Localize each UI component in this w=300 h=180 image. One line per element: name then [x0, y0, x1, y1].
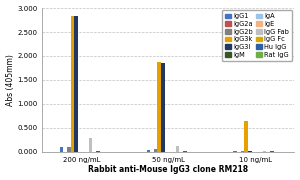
Bar — [89, 138, 92, 152]
X-axis label: Rabbit anti-Mouse IgG3 clone RM218: Rabbit anti-Mouse IgG3 clone RM218 — [88, 165, 248, 174]
Bar — [161, 63, 165, 152]
Bar — [241, 151, 244, 152]
Bar — [74, 16, 78, 152]
Bar — [262, 151, 266, 152]
Legend: IgG1, IgG2a, IgG2b, IgG3k, IgG3l, IgM, IgA, IgE, IgG Fab, IgG Fc, Hu IgG, Rat Ig: IgG1, IgG2a, IgG2b, IgG3k, IgG3l, IgM, I… — [222, 10, 292, 61]
Bar — [70, 16, 74, 152]
Bar — [176, 146, 179, 152]
Bar — [60, 147, 63, 152]
Bar — [146, 150, 150, 152]
Bar — [96, 151, 100, 152]
Bar — [154, 149, 158, 152]
Bar — [67, 147, 70, 152]
Bar — [158, 62, 161, 152]
Bar — [183, 151, 187, 152]
Y-axis label: Abs (405mm): Abs (405mm) — [6, 54, 15, 106]
Bar — [248, 151, 252, 152]
Bar — [233, 151, 237, 152]
Bar — [244, 121, 248, 152]
Bar — [270, 151, 274, 152]
